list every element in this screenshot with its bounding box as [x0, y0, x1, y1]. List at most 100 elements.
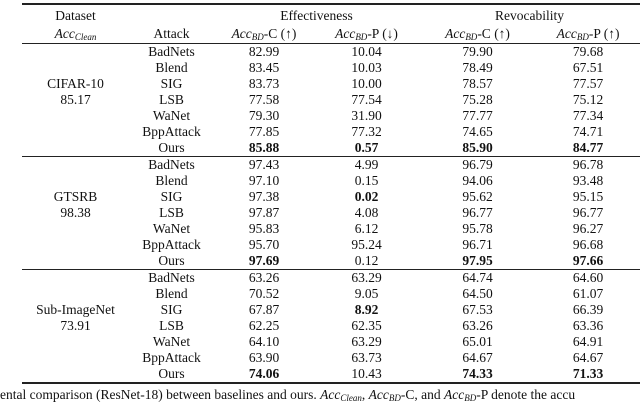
value-cell: 4.99 — [314, 156, 420, 173]
table-row: CIFAR-10 SIG 83.73 10.00 78.57 77.57 — [22, 76, 640, 92]
column-header: AccBD-P (↓) — [335, 25, 398, 42]
value-cell: 64.74 — [419, 269, 537, 286]
value-cell: 64.10 — [248, 334, 280, 349]
table-row: GTSRB SIG 97.38 0.02 95.62 95.15 — [22, 189, 640, 205]
value-cell: 77.77 — [462, 108, 493, 123]
value-cell: 63.36 — [572, 318, 604, 333]
attack-name: SIG — [160, 302, 183, 317]
value-cell: 64.67 — [572, 350, 604, 365]
dataset-name: GTSRB — [53, 189, 98, 204]
value-cell: 85.90 — [462, 140, 493, 155]
dataset-header: Dataset — [22, 3, 129, 24]
attack-name: BadNets — [129, 156, 214, 173]
value-cell: 63.26 — [214, 269, 314, 286]
attack-name: BppAttack — [142, 237, 201, 252]
attack-name: SIG — [160, 76, 183, 91]
value-cell: 66.39 — [572, 302, 604, 317]
effectiveness-header: Effectiveness — [214, 3, 420, 24]
column-header: AccBD-C (↑) — [231, 25, 297, 42]
header-row-1: Dataset Effectiveness Revocability — [22, 3, 640, 24]
attack-name: Ours — [158, 140, 185, 155]
attack-name: WaNet — [152, 108, 191, 123]
value-cell: 82.99 — [214, 43, 314, 60]
value-cell: 96.68 — [572, 237, 604, 252]
value-cell: 67.87 — [248, 302, 280, 317]
table-row: BppAttack 95.70 95.24 96.71 96.68 — [22, 237, 640, 253]
value-cell: 83.73 — [248, 76, 280, 91]
value-cell: 77.58 — [248, 92, 280, 107]
value-cell: 62.35 — [351, 318, 382, 333]
attack-name: LSB — [159, 318, 184, 333]
value-cell: 0.15 — [354, 173, 379, 188]
attack-name: Blend — [155, 60, 188, 75]
value-cell: 95.15 — [572, 189, 604, 204]
value-cell: 96.79 — [419, 156, 537, 173]
table-row: WaNet 79.30 31.90 77.77 77.34 — [22, 108, 640, 124]
value-cell: 74.06 — [214, 366, 314, 384]
clean-accuracy: 85.17 — [60, 92, 91, 107]
value-cell: 96.27 — [572, 221, 604, 236]
value-cell: 74.71 — [572, 124, 604, 139]
value-cell: 95.78 — [462, 221, 493, 236]
value-cell: 74.65 — [462, 124, 493, 139]
value-cell: 62.25 — [248, 318, 280, 333]
table-row: Blend 97.10 0.15 94.06 93.48 — [22, 173, 640, 189]
value-cell: 63.26 — [462, 318, 493, 333]
table-row: Blend 70.52 9.05 64.50 61.07 — [22, 286, 640, 302]
clean-accuracy: 98.38 — [60, 205, 91, 220]
value-cell: 10.00 — [351, 76, 382, 91]
attack-name: BppAttack — [142, 124, 201, 139]
value-cell: 64.91 — [572, 334, 604, 349]
value-cell: 65.01 — [462, 334, 493, 349]
acc-clean-header: AccClean — [54, 25, 97, 42]
value-cell: 95.24 — [351, 237, 382, 252]
attack-name: Ours — [158, 253, 185, 268]
value-cell: 9.05 — [354, 286, 379, 301]
value-cell: 70.52 — [248, 286, 280, 301]
table-row: WaNet 95.83 6.12 95.78 96.27 — [22, 221, 640, 237]
attack-name: WaNet — [152, 221, 191, 236]
attack-name: Ours — [129, 366, 214, 384]
value-cell: 97.38 — [248, 189, 280, 204]
clean-accuracy: 73.91 — [60, 318, 91, 333]
value-cell: 78.57 — [462, 76, 493, 91]
table-row: Ours 74.06 10.43 74.33 71.33 — [22, 366, 640, 384]
value-cell: 63.29 — [314, 269, 420, 286]
table-row: Blend 83.45 10.03 78.49 67.51 — [22, 60, 640, 76]
value-cell: 64.50 — [462, 286, 493, 301]
results-table: Dataset Effectiveness Revocability AccCl… — [0, 3, 640, 403]
attack-name: WaNet — [152, 334, 191, 349]
value-cell: 85.88 — [248, 140, 280, 155]
value-cell: 94.06 — [462, 173, 493, 188]
attack-name: BadNets — [129, 43, 214, 60]
revocability-header: Revocability — [419, 3, 640, 24]
value-cell: 0.12 — [354, 253, 379, 268]
value-cell: 97.10 — [248, 173, 280, 188]
table-row: Ours 85.88 0.57 85.90 84.77 — [22, 140, 640, 157]
table-row: BadNets 97.43 4.99 96.79 96.78 — [22, 156, 640, 173]
value-cell: 77.34 — [572, 108, 604, 123]
value-cell: 79.90 — [419, 43, 537, 60]
value-cell: 77.57 — [572, 76, 604, 91]
value-cell: 83.45 — [248, 60, 280, 75]
value-cell: 77.85 — [248, 124, 280, 139]
header-row-2: AccClean Attack AccBD-C (↑) AccBD-P (↓) … — [22, 24, 640, 44]
value-cell: 97.87 — [248, 205, 280, 220]
table-row: 73.91 LSB 62.25 62.35 63.26 63.36 — [22, 318, 640, 334]
value-cell: 95.83 — [248, 221, 280, 236]
value-cell: 75.28 — [462, 92, 493, 107]
value-cell: 64.60 — [536, 269, 640, 286]
value-cell: 97.69 — [248, 253, 280, 268]
value-cell: 67.53 — [462, 302, 493, 317]
value-cell: 0.57 — [354, 140, 379, 155]
value-cell: 74.33 — [419, 366, 537, 384]
value-cell: 77.32 — [351, 124, 382, 139]
value-cell: 84.77 — [572, 140, 604, 155]
value-cell: 0.02 — [354, 189, 379, 204]
attack-name: Blend — [155, 286, 188, 301]
attack-header: Attack — [153, 25, 190, 41]
value-cell: 10.43 — [314, 366, 420, 384]
dataset-name: Sub-ImageNet — [36, 302, 115, 317]
value-cell: 71.33 — [536, 366, 640, 384]
attack-name: LSB — [159, 92, 184, 107]
